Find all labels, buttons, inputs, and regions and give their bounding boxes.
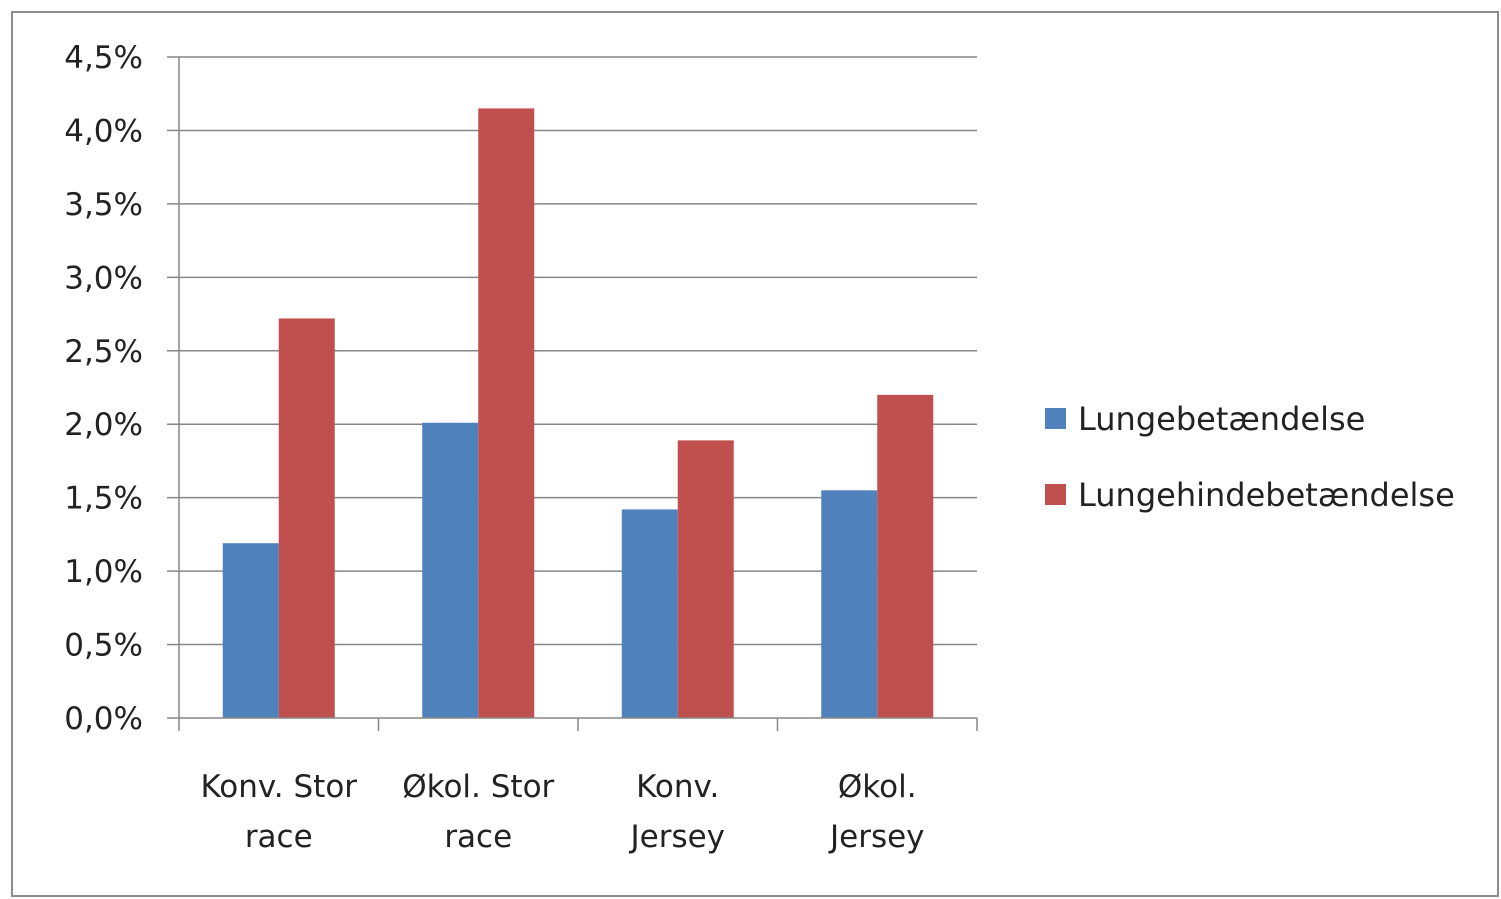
bar (478, 108, 535, 718)
y-tick-labels: 0,0% 0,5% 1,0% 1,5% 2,0% 2,5% 3,0% 3,5% 4,0% 4,5% (64, 40, 143, 737)
bar (422, 422, 479, 718)
x-tick-label: Økol. Stor (402, 769, 554, 805)
legend-swatch (1045, 408, 1066, 429)
chart-frame (11, 11, 1499, 897)
y-tick-label: 4,0% (64, 113, 143, 149)
x-tick-label: race (444, 819, 512, 855)
bar (278, 318, 335, 718)
y-tick-label: 2,0% (64, 407, 143, 443)
y-tick-label: 0,0% (64, 701, 143, 737)
x-tick-label: Økol. (838, 769, 917, 805)
y-tick-label: 2,5% (64, 334, 143, 370)
bar (821, 490, 878, 718)
bar (677, 440, 734, 718)
legend-swatch (1045, 484, 1066, 505)
y-tick-label: 3,5% (64, 187, 143, 223)
x-tick-labels: Konv. Stor race Økol. Stor race Konv. Jersey Ø… (200, 769, 924, 855)
x-tick-label: Jersey (828, 819, 925, 855)
bars (222, 108, 934, 718)
legend-label: Lungehindebetændelse (1078, 476, 1455, 514)
bar (222, 543, 279, 718)
legend: Lungebetændelse Lungehindebetændelse (1045, 400, 1455, 514)
x-tick-label: Jersey (628, 819, 725, 855)
y-tick-label: 3,0% (64, 260, 143, 296)
y-tick-label: 1,0% (64, 554, 143, 590)
x-tick-label: race (245, 819, 313, 855)
x-tick-label: Konv. Stor (200, 769, 357, 805)
y-tick-label: 1,5% (64, 481, 143, 517)
y-tick-label: 0,5% (64, 628, 143, 664)
bar (877, 394, 934, 718)
bar (621, 509, 678, 718)
axes (167, 56, 978, 731)
y-tick-label: 4,5% (64, 40, 143, 76)
x-tick-label: Konv. (636, 769, 719, 805)
legend-label: Lungebetændelse (1078, 400, 1365, 438)
